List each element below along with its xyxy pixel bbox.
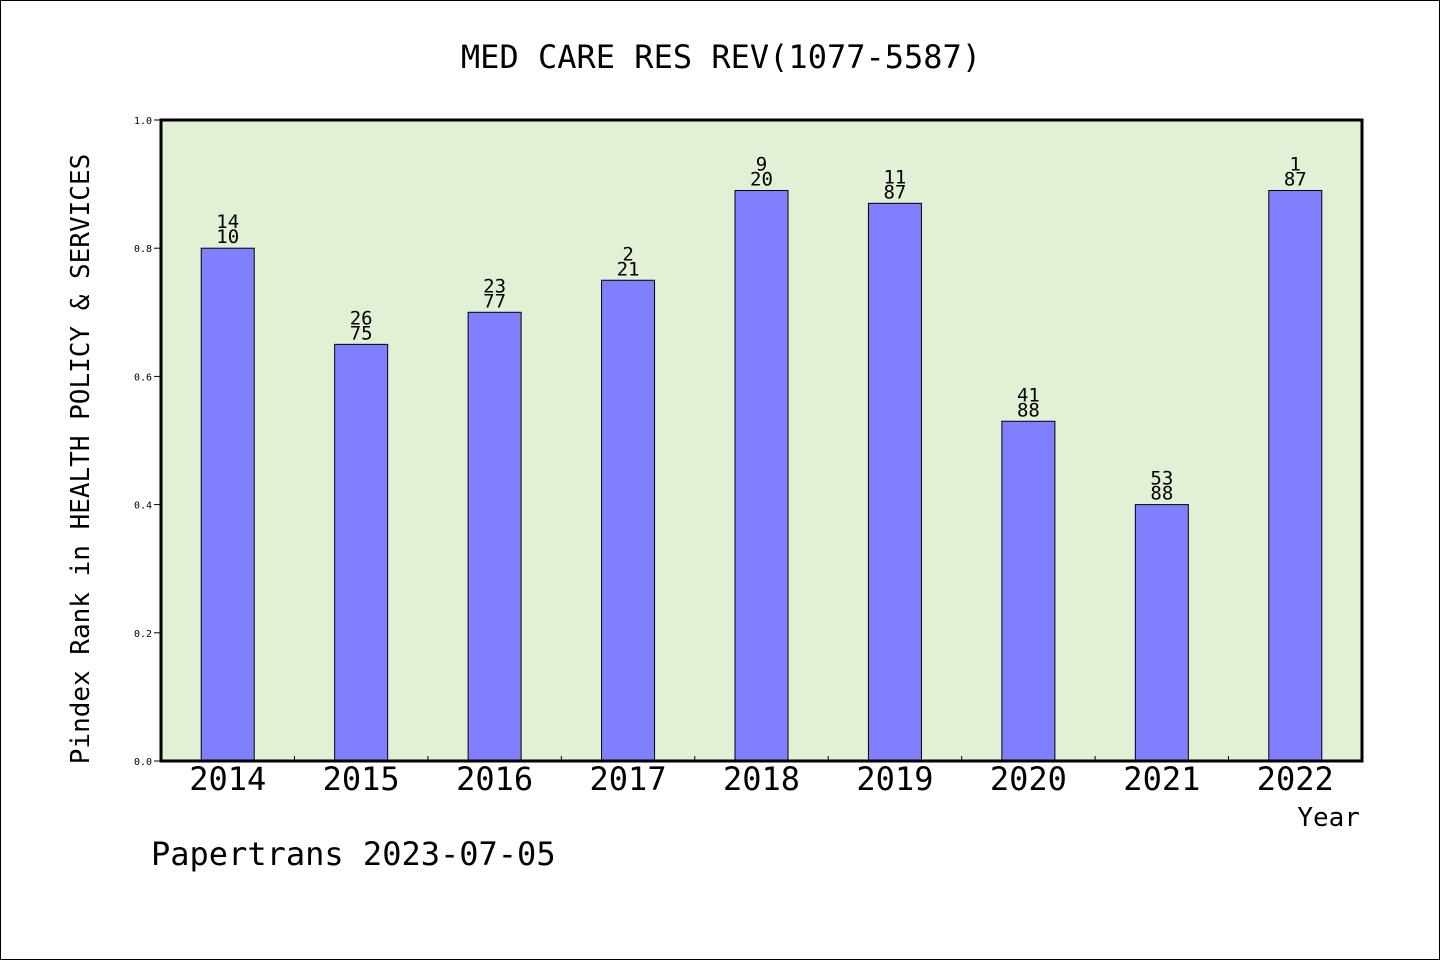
x-axis-label: Year [1297,803,1360,833]
bar-2016 [467,311,522,762]
bar-label-top-2016: 23 [483,275,506,297]
bar-label-bottom-2015: 75 [350,322,373,344]
bar-2015 [334,343,389,762]
bar-2018 [734,190,789,762]
bar-label-top-2018: 9 [756,154,767,176]
bar-label-bottom-2016: 77 [483,290,506,312]
bar-2021 [1134,504,1189,762]
bar-label-bottom-2022: 87 [1284,169,1307,191]
bar-2017 [601,279,656,762]
y-tick-label-0.0: 0.0 [134,757,152,768]
bar-label-bottom-2014: 10 [216,226,239,248]
bar-label-top-2022: 1 [1290,154,1301,176]
y-tick-label-0.2: 0.2 [134,629,152,640]
bar-2019 [867,202,922,762]
x-tick-label-2014: 2014 [189,760,266,798]
y-axis-label: Pindex Rank in HEALTH POLICY & SERVICES [66,154,96,764]
bar-label-top-2014: 14 [216,211,239,233]
bar-2020 [1001,420,1056,762]
bar-label-bottom-2017: 21 [617,258,640,280]
bar-label-bottom-2019: 87 [883,181,906,203]
bar-label-top-2019: 11 [883,166,906,188]
bar-label-top-2020: 41 [1017,384,1040,406]
x-tick-label-2021: 2021 [1123,760,1200,798]
bar-2022 [1268,190,1323,762]
x-tick-label-2020: 2020 [990,760,1067,798]
y-tick-label-1.0: 1.0 [134,116,152,127]
plot-border [159,118,1364,763]
y-tick-label-0.6: 0.6 [134,372,152,383]
y-tick-label-0.4: 0.4 [134,501,152,512]
x-tick-label-2016: 2016 [456,760,533,798]
bar-label-top-2017: 2 [622,243,633,265]
bar-2014 [200,247,255,762]
x-tick-label-2022: 2022 [1257,760,1334,798]
x-tick-label-2017: 2017 [590,760,667,798]
bar-label-bottom-2021: 88 [1150,483,1173,505]
chart-title: MED CARE RES REV(1077-5587) [461,38,981,76]
bar-label-top-2015: 26 [350,307,373,329]
bar-label-bottom-2020: 88 [1017,399,1040,421]
x-tick-label-2019: 2019 [856,760,933,798]
x-tick-label-2018: 2018 [723,760,800,798]
x-tick-label-2015: 2015 [323,760,400,798]
footer-credit: Papertrans 2023-07-05 [151,835,556,873]
y-tick-label-0.8: 0.8 [134,244,152,255]
bar-label-bottom-2018: 20 [750,169,773,191]
bar-label-top-2021: 53 [1150,468,1173,490]
